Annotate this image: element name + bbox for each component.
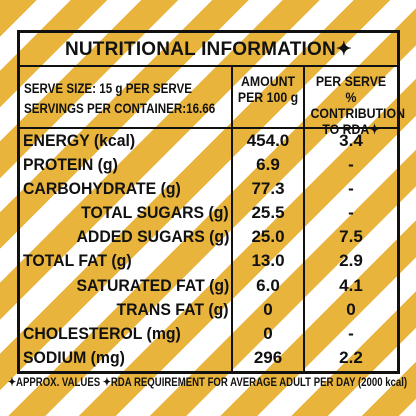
serving-info: SERVE SIZE: 15 g PER SERVE SERVINGS PER … — [24, 79, 215, 119]
nutrient-row: CARBOHYDRATE (g) 77.3 - — [20, 177, 397, 201]
nutrient-label: PROTEIN (g) — [23, 155, 118, 175]
rda-value: 3.4 — [339, 131, 363, 150]
amount-value: 6.9 — [256, 155, 280, 175]
nutrient-row: TOTAL FAT (g) 13.0 2.9 — [20, 249, 397, 273]
nutrient-label: CHOLESTEROL (mg) — [23, 323, 181, 343]
amount-value: 25.0 — [251, 227, 285, 247]
nutrient-row: SATURATED FAT (g) 6.0 4.1 — [20, 274, 397, 298]
amount-value: 296 — [253, 347, 283, 367]
rda-value: - — [348, 155, 354, 175]
rda-value: 2.9 — [339, 251, 363, 271]
nutrient-label: TOTAL FAT (g) — [23, 251, 132, 271]
column-divider — [303, 67, 305, 371]
rows: ENERGY (kcal) 454.0 3.4 PROTEIN (g) 6.9- CARB… — [20, 129, 397, 370]
amount-value: 13.0 — [251, 251, 285, 271]
nutrient-label: ADDED SUGARS (g) — [76, 227, 229, 247]
rda-value: 4.1 — [339, 275, 363, 295]
nutrient-row: SODIUM (mg) 296 2.2 — [20, 346, 397, 370]
amount-value: 77.3 — [251, 179, 285, 199]
rda-value: 0 — [346, 299, 356, 319]
rda-value: 2.2 — [339, 347, 363, 367]
nutrient-row: TRANS FAT (g) 0 0 — [20, 298, 397, 322]
rda-value: - — [348, 179, 354, 199]
nutrient-row: PROTEIN (g) 6.9 - — [20, 153, 397, 177]
nutrient-label: TOTAL SUGARS (g) — [81, 203, 229, 223]
amount-value: 0 — [263, 323, 273, 343]
rda-value: - — [348, 203, 354, 223]
header-row: SERVE SIZE: 15 g PER SERVE SERVINGS PER … — [20, 67, 405, 137]
rda-value: 7.5 — [339, 227, 363, 247]
nutrient-label: SODIUM (mg) — [23, 347, 125, 367]
title: NUTRITIONAL INFORMATION✦ — [20, 33, 397, 67]
nutrient-row: TOTAL SUGARS (g) 25.5 - — [20, 201, 397, 225]
column-divider — [231, 67, 233, 371]
amount-value: 0 — [263, 299, 273, 319]
amount-value: 25.5 — [251, 203, 285, 223]
amount-value: 454.0 — [246, 131, 290, 150]
servings: SERVINGS PER CONTAINER:16.66 — [24, 101, 216, 116]
serve-size: SERVE SIZE: 15 g PER SERVE — [24, 81, 192, 96]
footnote: ✦APPROX. VALUES ✦RDA REQUIREMENT FOR AVE… — [8, 375, 408, 389]
nutrient-label: SATURATED FAT (g) — [76, 275, 229, 295]
nutrient-row: ENERGY (kcal) 454.0 3.4 — [20, 129, 397, 153]
nutrient-label: TRANS FAT (g) — [116, 299, 229, 319]
nutrient-label: CARBOHYDRATE (g) — [23, 179, 181, 199]
nutrition-panel: NUTRITIONAL INFORMATION✦ SERVE SIZE: 15 … — [17, 30, 405, 374]
nutrient-row: ADDED SUGARS (g) 25.0 7.5 — [20, 225, 397, 249]
rda-header: PER SERVE % CONTRIBUTION TO RDA✦ — [310, 73, 405, 137]
nutrient-row: CHOLESTEROL (mg) 0 - — [20, 322, 397, 346]
amount-header: AMOUNT PER 100 g — [237, 73, 299, 105]
rda-value: - — [348, 323, 354, 343]
nutrient-label: ENERGY (kcal) — [23, 131, 136, 150]
amount-value: 6.0 — [256, 275, 280, 295]
